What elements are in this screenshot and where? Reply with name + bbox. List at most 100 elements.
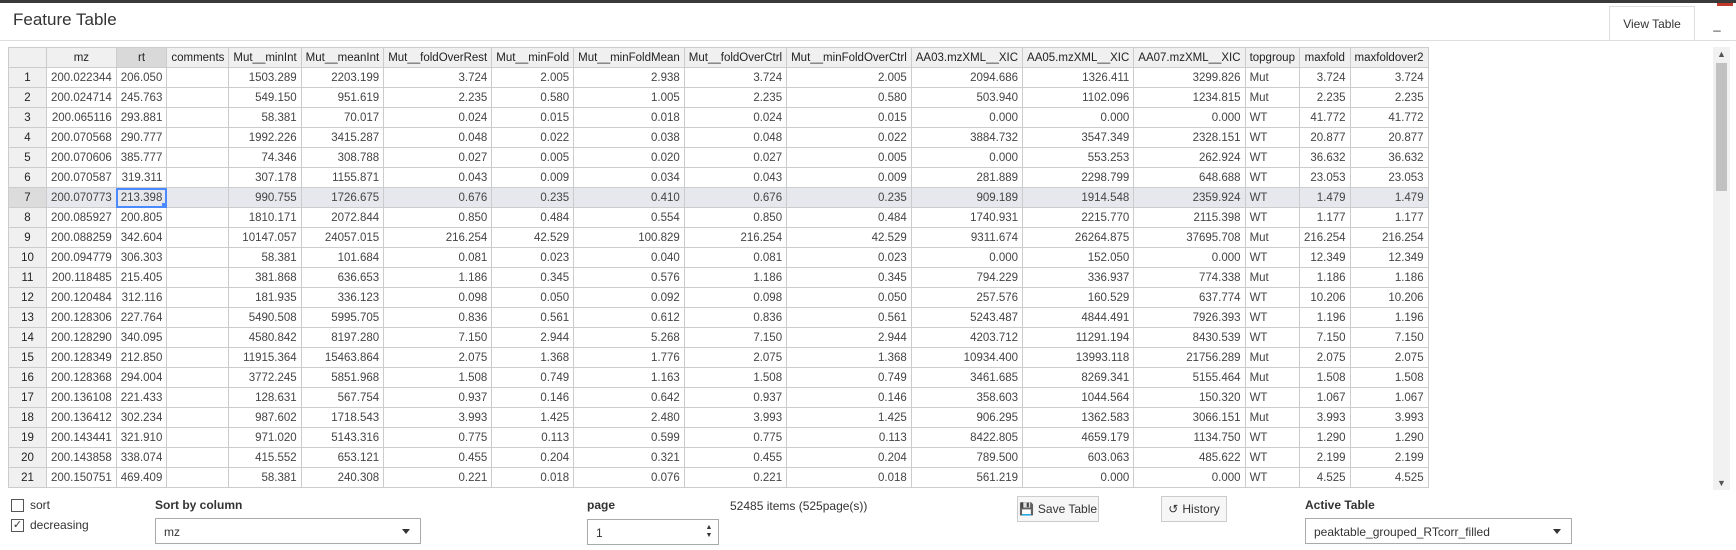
- table-cell[interactable]: 262.924: [1133, 147, 1246, 168]
- table-cell[interactable]: 200.128306: [46, 307, 117, 328]
- column-header[interactable]: maxfoldover2: [1349, 47, 1429, 68]
- table-cell[interactable]: 0.098: [383, 287, 493, 308]
- table-cell[interactable]: 5143.316: [300, 427, 385, 448]
- table-cell[interactable]: 0.000: [1022, 107, 1135, 128]
- table-cell[interactable]: 1.177: [1349, 207, 1429, 228]
- table-cell[interactable]: 0.000: [1133, 107, 1246, 128]
- table-cell[interactable]: [166, 467, 230, 488]
- table-cell[interactable]: 200.118485: [46, 267, 117, 288]
- column-header[interactable]: rt: [115, 47, 168, 68]
- table-cell[interactable]: 312.116: [115, 287, 168, 308]
- table-cell[interactable]: 553.253: [1022, 147, 1135, 168]
- table-cell[interactable]: 24057.015: [300, 227, 385, 248]
- table-cell[interactable]: 0.484: [491, 207, 575, 228]
- table-cell[interactable]: 36.632: [1349, 147, 1429, 168]
- table-cell[interactable]: 4203.712: [910, 327, 1024, 348]
- table-cell[interactable]: 8422.805: [910, 427, 1024, 448]
- table-cell[interactable]: 0.015: [786, 107, 912, 128]
- table-cell[interactable]: 1155.871: [300, 167, 385, 188]
- table-cell[interactable]: Mut: [1244, 367, 1300, 388]
- table-cell[interactable]: [166, 147, 230, 168]
- table-cell[interactable]: 20.877: [1298, 127, 1351, 148]
- table-cell[interactable]: WT: [1244, 167, 1300, 188]
- table-cell[interactable]: 0.050: [491, 287, 575, 308]
- table-cell[interactable]: 23.053: [1298, 167, 1351, 188]
- table-cell[interactable]: WT: [1244, 147, 1300, 168]
- table-cell[interactable]: 2.075: [683, 347, 788, 368]
- table-cell[interactable]: 990.755: [228, 187, 302, 208]
- table-cell[interactable]: 603.063: [1022, 447, 1135, 468]
- table-row[interactable]: 12 200.120484 312.116 181.935 336.123 0.098 0.…: [8, 287, 1429, 308]
- table-cell[interactable]: [166, 227, 230, 248]
- table-cell[interactable]: 4.525: [1349, 467, 1429, 488]
- table-cell[interactable]: 0.081: [383, 247, 493, 268]
- table-cell[interactable]: 2.235: [383, 87, 493, 108]
- column-header[interactable]: Mut__minFold: [491, 47, 575, 68]
- table-cell[interactable]: 336.123: [300, 287, 385, 308]
- table-cell[interactable]: [166, 187, 230, 208]
- table-cell[interactable]: 951.619: [300, 87, 385, 108]
- column-header[interactable]: comments: [166, 47, 230, 68]
- table-cell[interactable]: 200.088259: [46, 227, 117, 248]
- table-cell[interactable]: 0.836: [383, 307, 493, 328]
- table-cell[interactable]: WT: [1244, 187, 1300, 208]
- active-table-select[interactable]: peaktable_grouped_RTcorr_filled: [1305, 518, 1572, 544]
- table-cell[interactable]: 0.204: [786, 447, 912, 468]
- table-cell[interactable]: 5995.705: [300, 307, 385, 328]
- table-row[interactable]: 8 200.085927 200.805 1810.171 2072.844 0.850 0…: [8, 207, 1429, 228]
- table-cell[interactable]: 503.940: [910, 87, 1024, 108]
- table-cell[interactable]: 0.038: [573, 127, 685, 148]
- sort-by-column-select[interactable]: mz: [155, 518, 421, 544]
- column-header[interactable]: topgroup: [1244, 47, 1300, 68]
- table-cell[interactable]: 0.113: [491, 427, 575, 448]
- table-row[interactable]: 1 200.022344 206.050 1503.289 2203.199 3.724 2…: [8, 67, 1429, 88]
- table-cell[interactable]: 0.092: [573, 287, 685, 308]
- table-cell[interactable]: 200.128368: [46, 367, 117, 388]
- table-cell[interactable]: 1810.171: [228, 207, 302, 228]
- table-cell[interactable]: 0.015: [491, 107, 575, 128]
- table-cell[interactable]: 0.937: [683, 387, 788, 408]
- row-number[interactable]: 6: [8, 167, 47, 188]
- table-cell[interactable]: 0.024: [683, 107, 788, 128]
- table-cell[interactable]: 2.005: [786, 67, 912, 88]
- table-cell[interactable]: 200.136412: [46, 407, 117, 428]
- table-cell[interactable]: 200.128349: [46, 347, 117, 368]
- table-cell[interactable]: 2.944: [491, 327, 575, 348]
- tab-view-table[interactable]: View Table: [1609, 6, 1695, 40]
- table-cell[interactable]: 0.000: [1133, 247, 1246, 268]
- table-cell[interactable]: 1.067: [1298, 387, 1351, 408]
- table-cell[interactable]: 7.150: [1349, 327, 1429, 348]
- table-cell[interactable]: 5.268: [573, 327, 685, 348]
- table-cell[interactable]: 58.381: [228, 107, 302, 128]
- table-cell[interactable]: 0.599: [573, 427, 685, 448]
- table-cell[interactable]: 1.425: [786, 407, 912, 428]
- feature-table-grid[interactable]: mz rt comments Mut__minInt Mut__meanInt Mut__…: [8, 47, 1722, 490]
- sort-checkbox[interactable]: [11, 499, 24, 512]
- table-cell[interactable]: 74.346: [228, 147, 302, 168]
- column-header[interactable]: AA03.mzXML__XIC: [910, 47, 1024, 68]
- table-cell[interactable]: 0.000: [910, 147, 1024, 168]
- table-cell[interactable]: 4844.491: [1022, 307, 1135, 328]
- table-row[interactable]: 10 200.094779 306.303 58.381 101.684 0.081 0.0…: [8, 247, 1429, 268]
- table-cell[interactable]: 1503.289: [228, 67, 302, 88]
- table-cell[interactable]: 2.480: [573, 407, 685, 428]
- table-cell[interactable]: 0.642: [573, 387, 685, 408]
- table-cell[interactable]: 1.508: [1298, 367, 1351, 388]
- table-cell[interactable]: Mut: [1244, 267, 1300, 288]
- table-cell[interactable]: 2.075: [383, 347, 493, 368]
- table-cell[interactable]: 3.724: [383, 67, 493, 88]
- table-cell[interactable]: 200.024714: [46, 87, 117, 108]
- table-cell[interactable]: WT: [1244, 307, 1300, 328]
- table-cell[interactable]: 2203.199: [300, 67, 385, 88]
- table-cell[interactable]: 221.433: [115, 387, 168, 408]
- table-cell[interactable]: 0.580: [786, 87, 912, 108]
- table-cell[interactable]: 1.290: [1349, 427, 1429, 448]
- table-cell[interactable]: 653.121: [300, 447, 385, 468]
- table-cell[interactable]: 0.023: [491, 247, 575, 268]
- row-number[interactable]: 9: [8, 227, 47, 248]
- table-cell[interactable]: 23.053: [1349, 167, 1429, 188]
- table-cell[interactable]: 7.150: [383, 327, 493, 348]
- table-cell[interactable]: 200.136108: [46, 387, 117, 408]
- table-cell[interactable]: 0.221: [683, 467, 788, 488]
- table-cell[interactable]: [166, 307, 230, 328]
